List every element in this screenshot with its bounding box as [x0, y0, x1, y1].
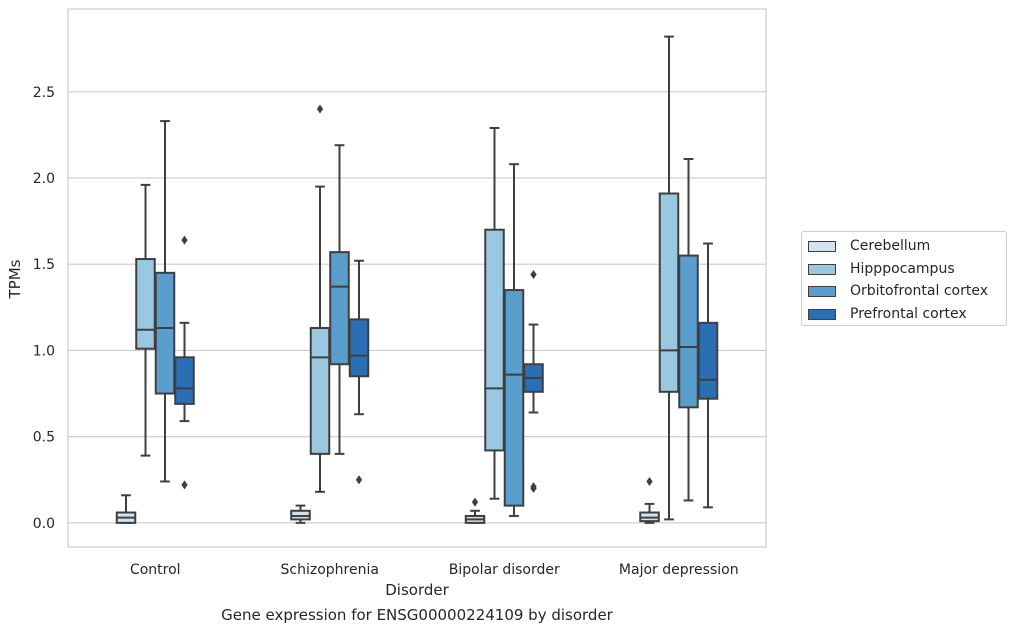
y-axis-label: TPMs — [6, 259, 24, 299]
x-tick-label: Schizophrenia — [281, 562, 379, 578]
legend-swatch-prefrontal-cortex — [808, 308, 836, 320]
chart-caption: Gene expression for ENSG00000224109 by d… — [221, 606, 613, 624]
box-hipppocampus-bipolar-disorder — [484, 126, 505, 500]
legend-swatch-cerebellum — [808, 240, 836, 252]
legend-label-cerebellum: Cerebellum — [850, 238, 931, 254]
box-cerebellum-control — [115, 494, 137, 524]
box-cerebellum-major-depression — [639, 476, 660, 524]
legend-swatch-orbitofrontal-cortex — [808, 285, 836, 297]
box-orbitofrontal-cortex-bipolar-disorder — [503, 163, 525, 517]
legend-item-hippocampus: Hipppocampus — [808, 260, 955, 278]
box-body — [154, 271, 176, 395]
outlier-point — [181, 235, 188, 245]
box-body — [503, 289, 525, 507]
box-cerebellum-bipolar-disorder — [464, 497, 486, 524]
y-tick-label: 2.0 — [33, 171, 55, 187]
x-tick-label: Control — [130, 562, 181, 578]
x-tick-label: Bipolar disorder — [449, 562, 560, 578]
y-tick-label: 1.0 — [33, 343, 55, 359]
y-tick-label: 0.5 — [33, 430, 55, 446]
box-cerebellum-schizophrenia — [290, 504, 311, 524]
legend-item-cerebellum: Cerebellum — [808, 237, 930, 255]
y-tick-label: 2.5 — [33, 85, 55, 101]
box-prefrontal-cortex-control — [174, 235, 195, 490]
legend-item-orbitofrontal-cortex: Orbitofrontal cortex — [808, 282, 988, 300]
box-body — [484, 228, 505, 452]
box-body — [309, 327, 331, 455]
legend-label-hippocampus: Hipppocampus — [850, 261, 955, 277]
legend-label-orbitofrontal-cortex: Orbitofrontal cortex — [850, 283, 988, 299]
box-prefrontal-cortex-bipolar-disorder — [523, 270, 544, 493]
plot-area-frame — [67, 8, 767, 548]
y-tick-label: 1.5 — [33, 257, 55, 273]
box-prefrontal-cortex-major-depression — [697, 242, 719, 509]
outlier-point — [530, 270, 537, 280]
x-axis-label: Disorder — [385, 581, 449, 599]
outlier-point — [355, 475, 363, 485]
box-body — [697, 321, 719, 400]
box-hipppocampus-major-depression — [658, 35, 680, 521]
box-body — [678, 254, 699, 409]
box-prefrontal-cortex-schizophrenia — [348, 259, 370, 485]
outlier-point — [316, 104, 324, 114]
y-tick-labels: 0.0 0.5 1.0 1.5 2.0 2.5 — [33, 85, 55, 532]
box-orbitofrontal-cortex-major-depression — [678, 158, 699, 502]
box-orbitofrontal-cortex-schizophrenia — [329, 144, 350, 455]
outlier-point — [471, 497, 479, 507]
box-body — [658, 192, 680, 393]
outlier-point — [530, 482, 537, 492]
box-hipppocampus-control — [135, 183, 156, 457]
outlier-point — [646, 476, 653, 486]
x-tick-label: Major depression — [619, 562, 739, 578]
legend-swatch-hippocampus — [808, 263, 836, 275]
x-tick-labels: Control Schizophrenia Bipolar disorder Majo… — [130, 562, 739, 578]
box-hipppocampus-schizophrenia — [309, 104, 331, 493]
box-orbitofrontal-cortex-control — [154, 120, 176, 483]
box-body — [329, 251, 350, 366]
legend-item-prefrontal-cortex: Prefrontal cortex — [808, 305, 967, 323]
legend: Cerebellum Hipppocampus Orbitofrontal co… — [801, 231, 1007, 326]
y-tick-label: 0.0 — [33, 516, 55, 532]
box-body — [135, 258, 156, 350]
outlier-point — [181, 480, 188, 490]
box-body — [348, 318, 370, 378]
box-body — [174, 356, 195, 405]
box-plots — [115, 35, 719, 524]
legend-label-prefrontal-cortex: Prefrontal cortex — [850, 306, 967, 322]
